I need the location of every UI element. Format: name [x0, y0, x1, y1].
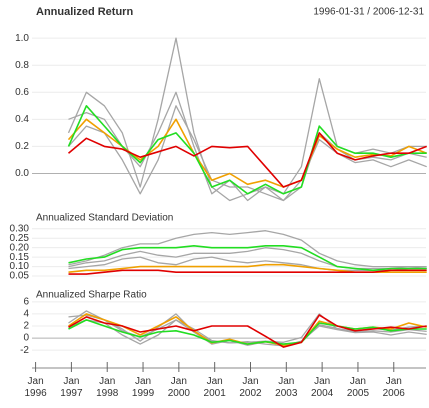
y-tick-label: 0.15 — [10, 252, 30, 263]
y-tick-label: 0.20 — [10, 242, 30, 253]
y-tick-label: 0.4 — [15, 114, 29, 125]
series-line — [68, 245, 427, 272]
y-tick-label: 2 — [23, 321, 29, 332]
series-line — [67, 132, 427, 188]
y-tick-label: 6 — [23, 296, 29, 307]
y-tick-label: -2 — [20, 345, 29, 356]
series-line — [68, 91, 427, 202]
series-line — [68, 314, 427, 346]
y-tick-label: 0.30 — [10, 223, 30, 234]
y-tick-label: 0.2 — [15, 141, 29, 152]
y-tick-label: 4 — [23, 309, 29, 320]
y-tick-label: 0.10 — [10, 261, 30, 272]
y-tick-label: 0.25 — [10, 233, 30, 244]
x-tick-label: Jan 1996 — [24, 376, 47, 399]
x-tick-label: Jan 2001 — [203, 376, 226, 399]
series-line — [68, 314, 427, 348]
y-tick-label: 0.0 — [15, 168, 29, 179]
y-tick-label: 0.05 — [10, 271, 30, 282]
x-tick-label: Jan 2005 — [346, 376, 370, 399]
panel-title: Annualized Sharpe Ratio — [36, 290, 147, 301]
series-line — [68, 230, 427, 270]
panel-title: Annualized Standard Deviation — [36, 213, 173, 224]
x-tick-label: Jan 2000 — [167, 376, 190, 399]
y-tick-label: 0 — [23, 333, 29, 344]
x-tick-label: Jan 2003 — [275, 376, 298, 399]
chart-subtitle: 1996-01-31 / 2006-12-31 — [313, 7, 424, 18]
series-line — [68, 319, 427, 347]
series-line — [68, 319, 427, 345]
chart-title: Annualized Return — [36, 6, 133, 18]
y-tick-label: 1.0 — [15, 33, 29, 44]
y-tick-label: 0.6 — [15, 87, 29, 98]
x-tick-label: Jan 1999 — [131, 376, 155, 399]
y-tick-label: 0.8 — [15, 60, 29, 71]
series-line — [68, 269, 427, 275]
x-tick-label: Jan 2006 — [382, 376, 405, 399]
x-tick-label: Jan 1997 — [60, 376, 83, 399]
series-line — [68, 247, 427, 270]
x-tick-label: Jan 2002 — [239, 376, 262, 399]
x-tick-label: Jan 1998 — [96, 376, 119, 399]
x-tick-label: Jan 2004 — [311, 376, 334, 399]
series-line — [68, 105, 427, 202]
